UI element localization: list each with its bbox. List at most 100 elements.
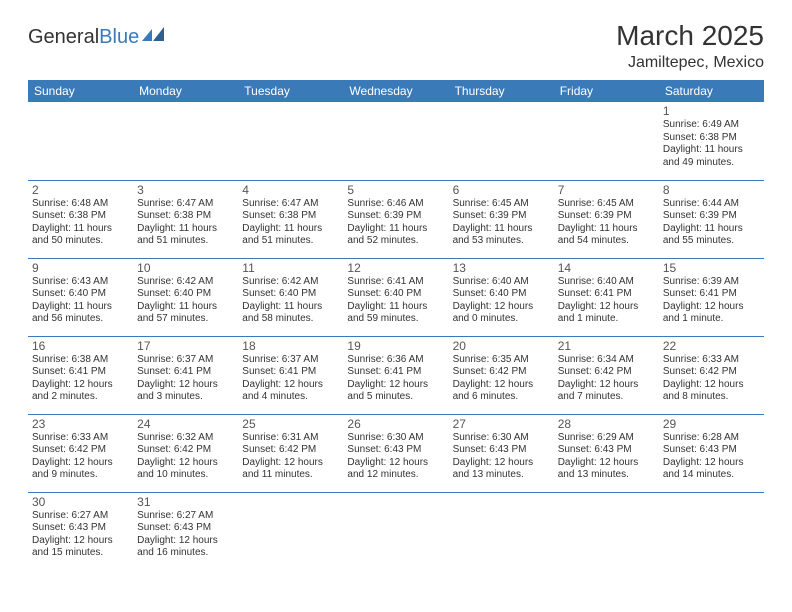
calendar-cell	[343, 102, 448, 180]
day-number: 17	[137, 339, 234, 353]
day-number: 9	[32, 261, 129, 275]
day-number: 20	[453, 339, 550, 353]
day-number: 3	[137, 183, 234, 197]
day-info: Sunrise: 6:44 AMSunset: 6:39 PMDaylight:…	[663, 198, 760, 248]
day-info: Sunrise: 6:43 AMSunset: 6:40 PMDaylight:…	[32, 276, 129, 326]
calendar-cell: 15Sunrise: 6:39 AMSunset: 6:41 PMDayligh…	[659, 258, 764, 336]
calendar-cell: 31Sunrise: 6:27 AMSunset: 6:43 PMDayligh…	[133, 492, 238, 570]
calendar-cell: 26Sunrise: 6:30 AMSunset: 6:43 PMDayligh…	[343, 414, 448, 492]
calendar-cell	[133, 102, 238, 180]
day-number: 10	[137, 261, 234, 275]
day-info: Sunrise: 6:45 AMSunset: 6:39 PMDaylight:…	[453, 198, 550, 248]
calendar-cell: 19Sunrise: 6:36 AMSunset: 6:41 PMDayligh…	[343, 336, 448, 414]
day-info: Sunrise: 6:49 AMSunset: 6:38 PMDaylight:…	[663, 119, 760, 169]
calendar-cell: 28Sunrise: 6:29 AMSunset: 6:43 PMDayligh…	[554, 414, 659, 492]
day-info: Sunrise: 6:27 AMSunset: 6:43 PMDaylight:…	[137, 510, 234, 560]
logo-flag-icon	[142, 27, 164, 41]
calendar-cell	[659, 492, 764, 570]
calendar-cell	[554, 102, 659, 180]
day-info: Sunrise: 6:33 AMSunset: 6:42 PMDaylight:…	[663, 354, 760, 404]
calendar-cell: 9Sunrise: 6:43 AMSunset: 6:40 PMDaylight…	[28, 258, 133, 336]
day-number: 15	[663, 261, 760, 275]
day-number: 28	[558, 417, 655, 431]
col-tuesday: Tuesday	[238, 80, 343, 102]
calendar-cell: 2Sunrise: 6:48 AMSunset: 6:38 PMDaylight…	[28, 180, 133, 258]
calendar-cell	[238, 102, 343, 180]
calendar-table: Sunday Monday Tuesday Wednesday Thursday…	[28, 80, 764, 570]
day-number: 11	[242, 261, 339, 275]
col-thursday: Thursday	[449, 80, 554, 102]
day-number: 13	[453, 261, 550, 275]
calendar-row: 9Sunrise: 6:43 AMSunset: 6:40 PMDaylight…	[28, 258, 764, 336]
logo-text-2: Blue	[99, 26, 139, 49]
col-saturday: Saturday	[659, 80, 764, 102]
day-info: Sunrise: 6:29 AMSunset: 6:43 PMDaylight:…	[558, 432, 655, 482]
calendar-cell: 14Sunrise: 6:40 AMSunset: 6:41 PMDayligh…	[554, 258, 659, 336]
day-info: Sunrise: 6:42 AMSunset: 6:40 PMDaylight:…	[137, 276, 234, 326]
day-number: 2	[32, 183, 129, 197]
calendar-cell: 5Sunrise: 6:46 AMSunset: 6:39 PMDaylight…	[343, 180, 448, 258]
day-number: 7	[558, 183, 655, 197]
day-number: 6	[453, 183, 550, 197]
calendar-cell	[28, 102, 133, 180]
calendar-cell: 8Sunrise: 6:44 AMSunset: 6:39 PMDaylight…	[659, 180, 764, 258]
day-info: Sunrise: 6:30 AMSunset: 6:43 PMDaylight:…	[347, 432, 444, 482]
day-info: Sunrise: 6:37 AMSunset: 6:41 PMDaylight:…	[137, 354, 234, 404]
calendar-cell: 29Sunrise: 6:28 AMSunset: 6:43 PMDayligh…	[659, 414, 764, 492]
col-monday: Monday	[133, 80, 238, 102]
calendar-cell: 4Sunrise: 6:47 AMSunset: 6:38 PMDaylight…	[238, 180, 343, 258]
day-info: Sunrise: 6:38 AMSunset: 6:41 PMDaylight:…	[32, 354, 129, 404]
day-number: 5	[347, 183, 444, 197]
logo: GeneralBlue	[28, 20, 164, 49]
calendar-header-row: Sunday Monday Tuesday Wednesday Thursday…	[28, 80, 764, 102]
calendar-cell: 17Sunrise: 6:37 AMSunset: 6:41 PMDayligh…	[133, 336, 238, 414]
calendar-cell	[238, 492, 343, 570]
day-info: Sunrise: 6:41 AMSunset: 6:40 PMDaylight:…	[347, 276, 444, 326]
day-info: Sunrise: 6:32 AMSunset: 6:42 PMDaylight:…	[137, 432, 234, 482]
day-number: 23	[32, 417, 129, 431]
title-block: March 2025 Jamiltepec, Mexico	[616, 20, 764, 72]
calendar-cell: 13Sunrise: 6:40 AMSunset: 6:40 PMDayligh…	[449, 258, 554, 336]
calendar-row: 30 Sunrise: 6:27 AMSunset: 6:43 PMDayligh…	[28, 492, 764, 570]
page-title: March 2025	[616, 20, 764, 52]
col-friday: Friday	[554, 80, 659, 102]
calendar-cell: 11Sunrise: 6:42 AMSunset: 6:40 PMDayligh…	[238, 258, 343, 336]
day-info: Sunrise: 6:34 AMSunset: 6:42 PMDaylight:…	[558, 354, 655, 404]
day-info: Sunrise: 6:47 AMSunset: 6:38 PMDaylight:…	[137, 198, 234, 248]
day-number: 25	[242, 417, 339, 431]
day-info: Sunrise: 6:45 AMSunset: 6:39 PMDaylight:…	[558, 198, 655, 248]
col-sunday: Sunday	[28, 80, 133, 102]
day-info: Sunrise: 6:39 AMSunset: 6:41 PMDaylight:…	[663, 276, 760, 326]
header: GeneralBlue March 2025 Jamiltepec, Mexic…	[28, 20, 764, 72]
day-number: 18	[242, 339, 339, 353]
calendar-cell	[554, 492, 659, 570]
day-number: 22	[663, 339, 760, 353]
calendar-cell: 22Sunrise: 6:33 AMSunset: 6:42 PMDayligh…	[659, 336, 764, 414]
day-info: Sunrise: 6:33 AMSunset: 6:42 PMDaylight:…	[32, 432, 129, 482]
day-number: 29	[663, 417, 760, 431]
day-info: Sunrise: 6:48 AMSunset: 6:38 PMDaylight:…	[32, 198, 129, 248]
day-info: Sunrise: 6:36 AMSunset: 6:41 PMDaylight:…	[347, 354, 444, 404]
day-info: Sunrise: 6:35 AMSunset: 6:42 PMDaylight:…	[453, 354, 550, 404]
logo-text-1: General	[28, 26, 99, 49]
day-info: Sunrise: 6:31 AMSunset: 6:42 PMDaylight:…	[242, 432, 339, 482]
calendar-cell: 30Sunrise: 6:27 AMSunset: 6:43 PMDayligh…	[28, 492, 133, 570]
calendar-cell: 3Sunrise: 6:47 AMSunset: 6:38 PMDaylight…	[133, 180, 238, 258]
calendar-cell	[449, 492, 554, 570]
day-number: 21	[558, 339, 655, 353]
day-number: 16	[32, 339, 129, 353]
calendar-row: 2Sunrise: 6:48 AMSunset: 6:38 PMDaylight…	[28, 180, 764, 258]
calendar-row: 23Sunrise: 6:33 AMSunset: 6:42 PMDayligh…	[28, 414, 764, 492]
day-number: 4	[242, 183, 339, 197]
day-info: Sunrise: 6:47 AMSunset: 6:38 PMDaylight:…	[242, 198, 339, 248]
calendar-cell: 10Sunrise: 6:42 AMSunset: 6:40 PMDayligh…	[133, 258, 238, 336]
calendar-cell: 12Sunrise: 6:41 AMSunset: 6:40 PMDayligh…	[343, 258, 448, 336]
day-info: Sunrise: 6:30 AMSunset: 6:43 PMDaylight:…	[453, 432, 550, 482]
day-number: 30	[32, 495, 129, 509]
calendar-cell: 18Sunrise: 6:37 AMSunset: 6:41 PMDayligh…	[238, 336, 343, 414]
calendar-cell: 6Sunrise: 6:45 AMSunset: 6:39 PMDaylight…	[449, 180, 554, 258]
day-number: 31	[137, 495, 234, 509]
day-number: 26	[347, 417, 444, 431]
calendar-cell	[449, 102, 554, 180]
calendar-cell: 1Sunrise: 6:49 AMSunset: 6:38 PMDaylight…	[659, 102, 764, 180]
